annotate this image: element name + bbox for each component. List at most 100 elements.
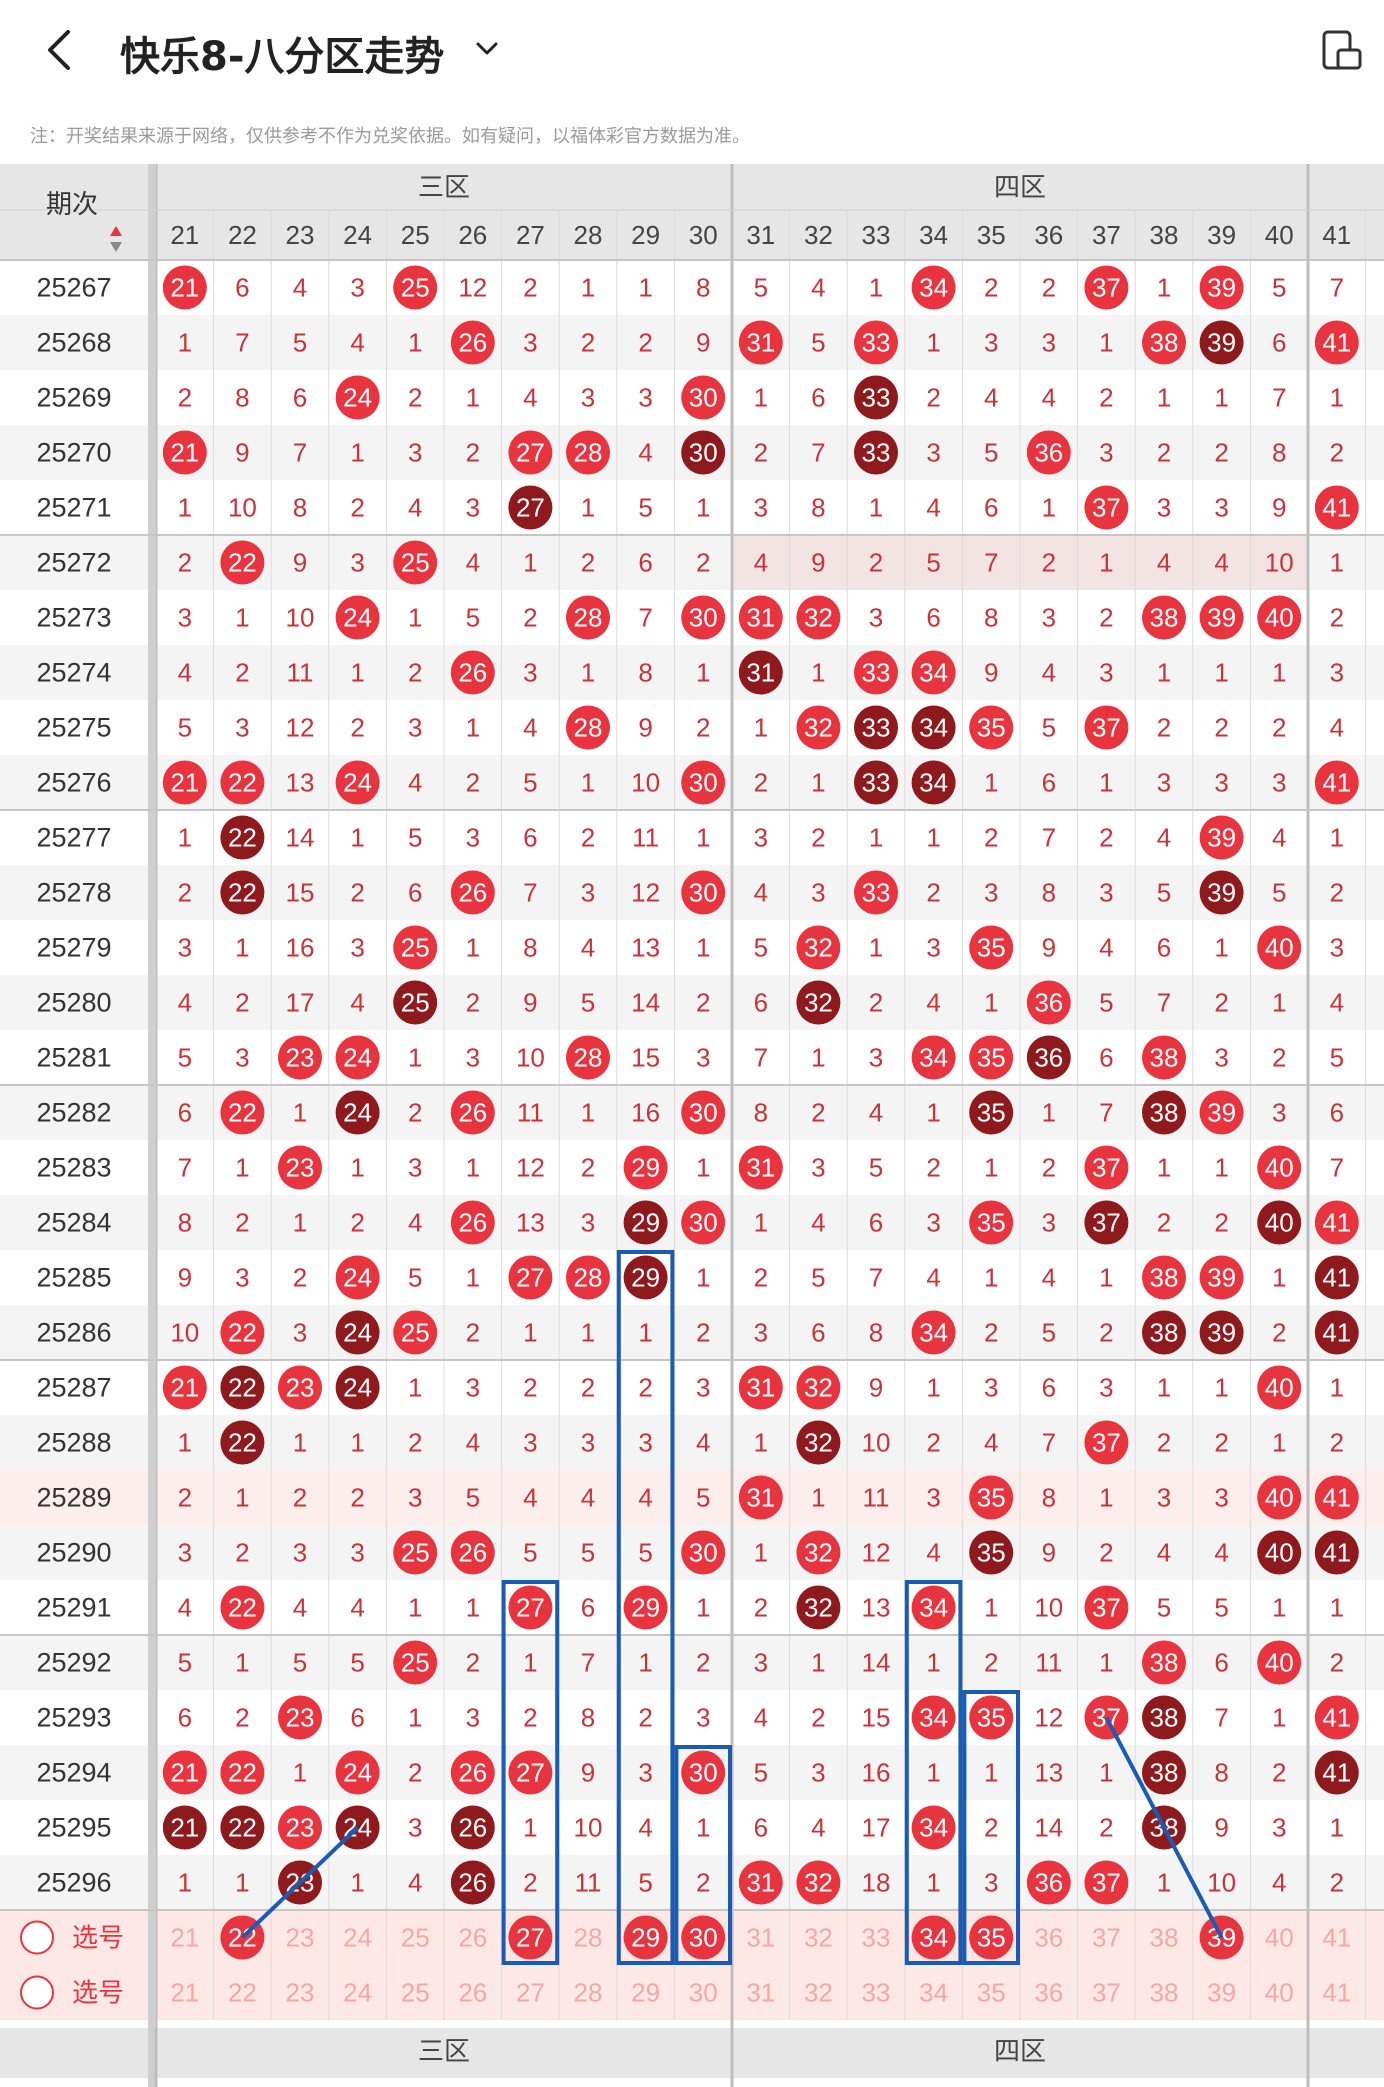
miss-count: 8 [754, 1098, 768, 1128]
miss-count: 3 [696, 1373, 710, 1403]
select-number[interactable]: 35 [977, 1978, 1006, 2008]
select-number[interactable]: 31 [746, 1923, 775, 1953]
period-label: 25284 [36, 1208, 111, 1238]
picked-ball[interactable] [681, 1915, 726, 1960]
period-label: 25283 [36, 1153, 111, 1183]
miss-count: 5 [638, 1868, 652, 1898]
hit-ball [220, 1365, 265, 1410]
select-number[interactable]: 40 [1265, 1978, 1294, 2008]
select-number[interactable]: 24 [343, 1978, 372, 2008]
hit-number: 39 [1207, 878, 1236, 908]
picked-ball[interactable] [911, 1915, 956, 1960]
select-number[interactable]: 41 [1322, 1978, 1351, 2008]
picked-ball[interactable] [508, 1915, 553, 1960]
select-number[interactable]: 22 [228, 1978, 257, 2008]
table-row [0, 1470, 1384, 1525]
select-number[interactable]: 36 [1034, 1923, 1063, 1953]
hit-number: 38 [1150, 1648, 1179, 1678]
select-number[interactable]: 32 [804, 1923, 833, 1953]
select-number[interactable]: 26 [458, 1923, 487, 1953]
column-header: 36 [1034, 220, 1063, 250]
miss-count: 3 [466, 1373, 480, 1403]
miss-count: 14 [1034, 1813, 1063, 1843]
sort-desc-icon[interactable] [110, 242, 122, 252]
back-button[interactable] [40, 26, 80, 74]
select-number[interactable]: 21 [170, 1923, 199, 1953]
miss-count: 1 [1157, 658, 1171, 688]
miss-count: 2 [293, 1483, 307, 1513]
miss-count: 5 [984, 438, 998, 468]
miss-count: 1 [466, 1593, 480, 1623]
select-number[interactable]: 32 [804, 1978, 833, 2008]
select-number[interactable]: 39 [1207, 1978, 1236, 2008]
miss-count: 5 [1099, 988, 1113, 1018]
annotation-box [962, 1690, 1021, 1965]
select-number[interactable]: 23 [286, 1978, 315, 2008]
select-number[interactable]: 25 [401, 1978, 430, 2008]
miss-count: 3 [581, 1428, 595, 1458]
trend-table[interactable]: 三区 四区 期次 21 22 23 24 25 26 27 28 29 30 31 32 33 34 35 36 37… [0, 164, 1384, 2087]
hit-ball [969, 1475, 1014, 1520]
select-number[interactable]: 28 [574, 1978, 603, 2008]
select-number[interactable]: 31 [746, 1978, 775, 2008]
select-number[interactable]: 23 [286, 1923, 315, 1953]
miss-count: 1 [696, 1813, 710, 1843]
select-number[interactable]: 26 [458, 1978, 487, 2008]
hit-number: 33 [862, 438, 891, 468]
miss-count: 9 [581, 1758, 595, 1788]
select-number[interactable]: 24 [343, 1923, 372, 1953]
select-number[interactable]: 38 [1150, 1923, 1179, 1953]
hit-number: 22 [228, 768, 257, 798]
miss-count: 1 [926, 1373, 940, 1403]
miss-count: 7 [1042, 1428, 1056, 1458]
hit-ball [1257, 1640, 1302, 1685]
miss-count: 3 [293, 1318, 307, 1348]
select-number[interactable]: 28 [574, 1923, 603, 1953]
hit-number: 31 [746, 1868, 775, 1898]
miss-count: 3 [638, 1758, 652, 1788]
select-number[interactable]: 25 [401, 1923, 430, 1953]
rotate-screen-icon[interactable] [1320, 28, 1364, 72]
miss-count: 1 [1330, 1373, 1344, 1403]
hit-ball [1199, 265, 1244, 310]
select-number[interactable]: 21 [170, 1978, 199, 2008]
miss-count: 3 [696, 1043, 710, 1073]
miss-count: 7 [293, 438, 307, 468]
select-number[interactable]: 34 [919, 1978, 948, 2008]
select-number[interactable]: 38 [1150, 1978, 1179, 2008]
picked-ball[interactable] [969, 1915, 1014, 1960]
hit-ball [393, 925, 438, 970]
hit-ball [335, 760, 380, 805]
select-radio-icon[interactable] [20, 1975, 54, 2010]
miss-count: 15 [631, 1043, 660, 1073]
sort-asc-icon[interactable] [110, 226, 122, 236]
table-row [0, 1580, 1384, 1635]
miss-count: 1 [811, 768, 825, 798]
hit-ball [393, 265, 438, 310]
miss-count: 3 [178, 1538, 192, 1568]
chevron-down-icon[interactable] [472, 34, 502, 64]
select-number[interactable]: 33 [862, 1978, 891, 2008]
miss-count: 3 [178, 933, 192, 963]
select-number[interactable]: 37 [1092, 1923, 1121, 1953]
select-number[interactable]: 30 [689, 1978, 718, 2008]
picked-ball[interactable] [623, 1915, 668, 1960]
select-number[interactable]: 41 [1322, 1923, 1351, 1953]
select-number[interactable]: 37 [1092, 1978, 1121, 2008]
miss-count: 3 [811, 878, 825, 908]
column-header: 25 [401, 220, 430, 250]
select-radio-icon[interactable] [20, 1920, 54, 1955]
miss-count: 1 [466, 383, 480, 413]
hit-number: 21 [170, 438, 199, 468]
hit-ball [1142, 1255, 1186, 1300]
hit-number: 37 [1092, 1868, 1121, 1898]
select-number[interactable]: 40 [1265, 1923, 1294, 1953]
miss-count: 4 [523, 1483, 537, 1513]
miss-count: 2 [869, 548, 883, 578]
select-number[interactable]: 33 [862, 1923, 891, 1953]
hit-ball [162, 760, 207, 805]
select-number[interactable]: 27 [516, 1978, 545, 2008]
select-number[interactable]: 29 [631, 1978, 660, 2008]
select-number[interactable]: 36 [1034, 1978, 1063, 2008]
miss-count: 13 [1034, 1758, 1063, 1788]
